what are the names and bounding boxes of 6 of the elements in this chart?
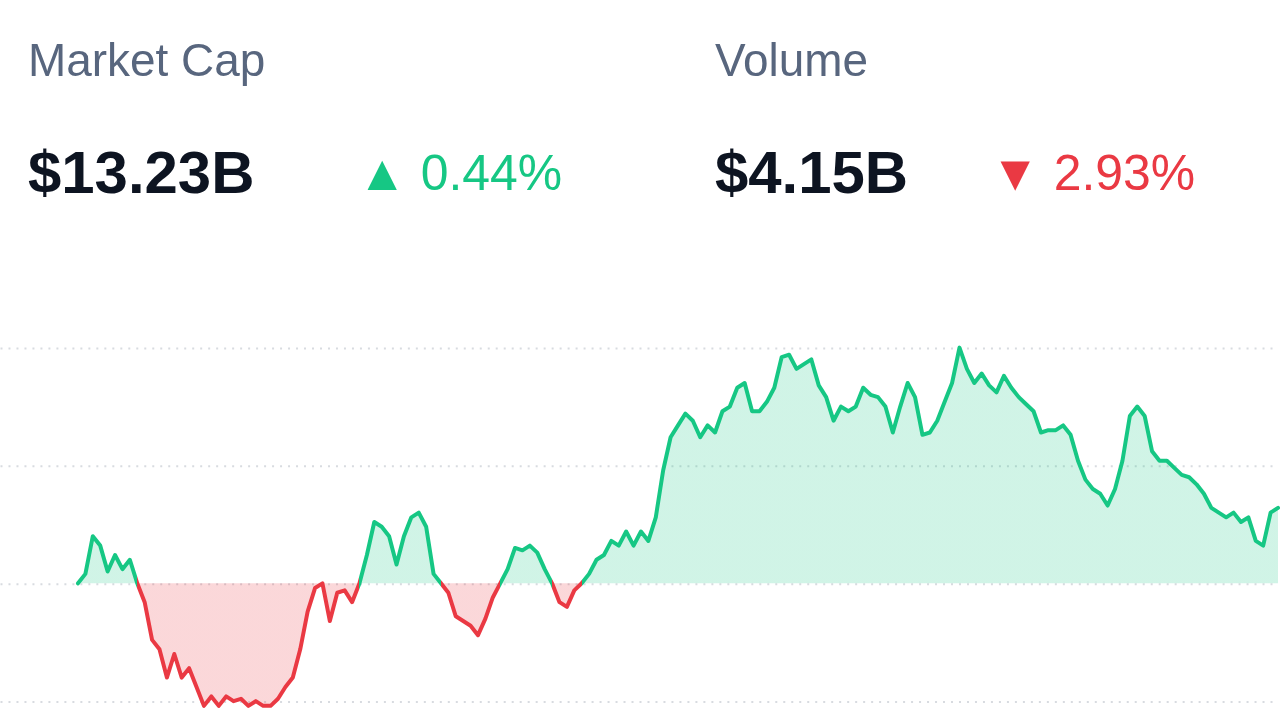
text: ▲ 0.44% — [357, 145, 563, 202]
text: $13.23B — [27, 139, 255, 207]
text: Volume — [714, 34, 869, 87]
text: $4.15B — [714, 139, 909, 207]
text: Market Cap — [27, 34, 266, 87]
text: ▼ 2.93% — [990, 145, 1196, 202]
